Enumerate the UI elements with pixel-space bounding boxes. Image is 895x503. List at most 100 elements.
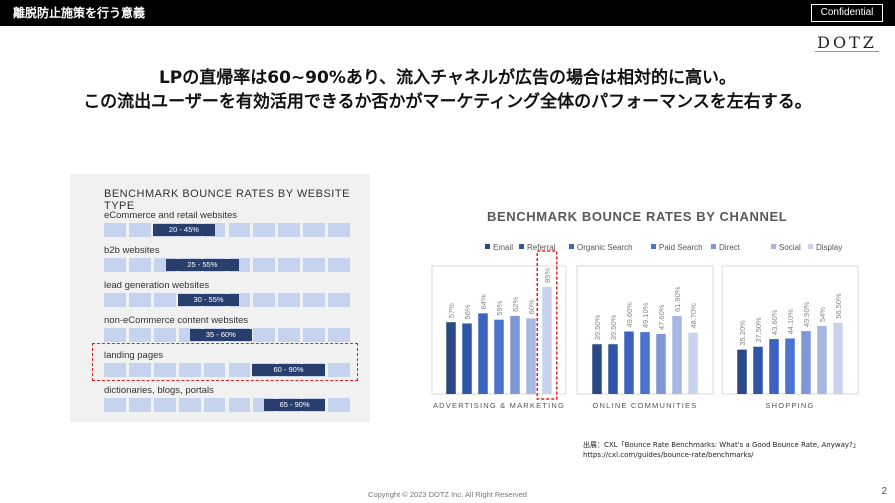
bar-value-label: 47.60%	[657, 304, 666, 330]
bar-value-label: 39.50%	[609, 314, 618, 340]
bar-value-label: 43.60%	[770, 309, 779, 335]
scale-cell	[303, 328, 326, 342]
copyright: Copyright © 2023 DOTZ Inc. All Right Res…	[368, 490, 527, 499]
scale-cell	[178, 398, 201, 412]
display-highlight	[536, 250, 558, 400]
headline-line-1: LPの直帰率は60~90%あり、流入チャネルが広告の場合は相対的に高い。	[158, 68, 737, 88]
bar-value-label: 85%	[543, 268, 552, 283]
website-type-row: eCommerce and retail websites 20 - 45%	[104, 210, 350, 246]
bounce-range-bar: 35 - 60%	[190, 329, 252, 341]
website-type-label: lead generation websites	[104, 280, 210, 291]
legend-label: Social	[779, 243, 801, 252]
source-citation: 出展：CXL「Bounce Rate Benchmarks: What's a …	[583, 440, 860, 460]
legend-label: Referral	[527, 243, 556, 252]
website-type-track: 25 - 55%	[104, 258, 350, 272]
scale-cell	[128, 398, 151, 412]
scale-cell	[253, 328, 276, 342]
scale-cell	[153, 363, 176, 377]
legend-swatch	[711, 244, 716, 249]
bar-value-label: 57%	[447, 303, 456, 318]
website-type-row: landing pages 60 - 90%	[104, 350, 350, 386]
channel-bar	[672, 316, 682, 394]
scale-cell	[328, 293, 350, 307]
channel-bar	[640, 332, 650, 394]
channel-bar	[542, 286, 552, 394]
bar-value-label: 56%	[463, 304, 472, 319]
scale-cell	[153, 293, 176, 307]
scale-cell	[253, 293, 276, 307]
scale-cell	[278, 293, 301, 307]
source-url: https://cxl.com/guides/bounce-rate/bench…	[583, 451, 754, 459]
bar-value-label: 61.90%	[673, 286, 682, 312]
legend-swatch	[771, 244, 776, 249]
page-number: 2	[881, 486, 887, 497]
legend-label: Paid Search	[659, 243, 703, 252]
bar-value-label: 56.50%	[834, 293, 843, 319]
channel-bar	[446, 322, 456, 394]
channel-bar	[494, 319, 504, 394]
scale-cell	[328, 398, 350, 412]
bar-value-label: 60%	[527, 299, 536, 314]
scale-cell	[153, 328, 176, 342]
bar-value-label: 37.50%	[754, 317, 763, 343]
legend-swatch	[808, 244, 813, 249]
website-type-label: non-eCommerce content websites	[104, 315, 249, 326]
logo-text: DOTZ	[817, 33, 877, 52]
bar-value-label: 35.20%	[738, 320, 747, 346]
channel-bar	[801, 331, 811, 394]
channel-chart-title: BENCHMARK BOUNCE RATES BY CHANNEL	[487, 209, 787, 224]
scale-cell	[328, 363, 350, 377]
bounce-range-bar: 20 - 45%	[153, 224, 215, 236]
website-type-label: landing pages	[104, 350, 164, 361]
channel-bar	[688, 332, 698, 394]
channel-bar	[592, 344, 602, 394]
slide-title: 離脱防止施策を行う意義	[13, 6, 146, 20]
scale-cell	[303, 293, 326, 307]
scale-cell	[328, 223, 350, 237]
bar-value-label: 49.90%	[802, 301, 811, 327]
bounce-range-bar: 30 - 55%	[177, 294, 240, 306]
bar-value-label: 62%	[511, 297, 520, 312]
scale-cell	[328, 258, 350, 272]
legend-label: Organic Search	[577, 243, 633, 252]
scale-cell	[203, 363, 226, 377]
scale-cell	[228, 363, 251, 377]
channel-chart: BENCHMARK BOUNCE RATES BY CHANNEL Email Re…	[425, 196, 863, 420]
scale-cell	[303, 223, 326, 237]
legend-swatch	[485, 244, 490, 249]
headline: LPの直帰率は60~90%あり、流入チャネルが広告の場合は相対的に高い。 この流…	[0, 66, 895, 114]
website-type-chart: BENCHMARK BOUNCE RATES BY WEBSITE TYPE e…	[70, 174, 370, 422]
website-type-label: dictionaries, blogs, portals	[104, 385, 214, 396]
bar-value-label: 39.50%	[593, 314, 602, 340]
channel-bar	[478, 313, 488, 394]
website-type-label: b2b websites	[104, 245, 160, 256]
bar-value-label: 44.10%	[786, 309, 795, 335]
legend-label: Email	[493, 243, 513, 252]
scale-cell	[104, 293, 126, 307]
scale-cell	[278, 328, 301, 342]
bar-value-label: 49.60%	[625, 302, 634, 328]
website-type-label: eCommerce and retail websites	[104, 210, 238, 221]
channel-bar	[833, 322, 843, 394]
channel-bar	[510, 315, 520, 394]
bounce-range-bar: 25 - 55%	[165, 259, 240, 271]
website-type-track: 35 - 60%	[104, 328, 350, 342]
website-type-row: lead generation websites 30 - 55%	[104, 280, 350, 316]
scale-cell	[128, 328, 151, 342]
scale-cell	[104, 363, 126, 377]
legend-swatch	[569, 244, 574, 249]
scale-cell	[253, 258, 276, 272]
website-type-track: 20 - 45%	[104, 223, 350, 237]
scale-cell	[278, 258, 301, 272]
scale-cell	[128, 258, 151, 272]
channel-bar	[624, 331, 634, 394]
scale-cell	[104, 398, 126, 412]
channel-bar	[656, 334, 666, 394]
legend-label: Display	[816, 243, 842, 252]
channel-bar	[753, 346, 763, 394]
scale-cell	[153, 398, 176, 412]
website-type-chart-title: BENCHMARK BOUNCE RATES BY WEBSITE TYPE	[104, 188, 350, 212]
top-bar: 離脱防止施策を行う意義 Confidential	[0, 0, 895, 26]
channel-chart-svg: BENCHMARK BOUNCE RATES BY CHANNEL Email Re…	[431, 209, 859, 410]
